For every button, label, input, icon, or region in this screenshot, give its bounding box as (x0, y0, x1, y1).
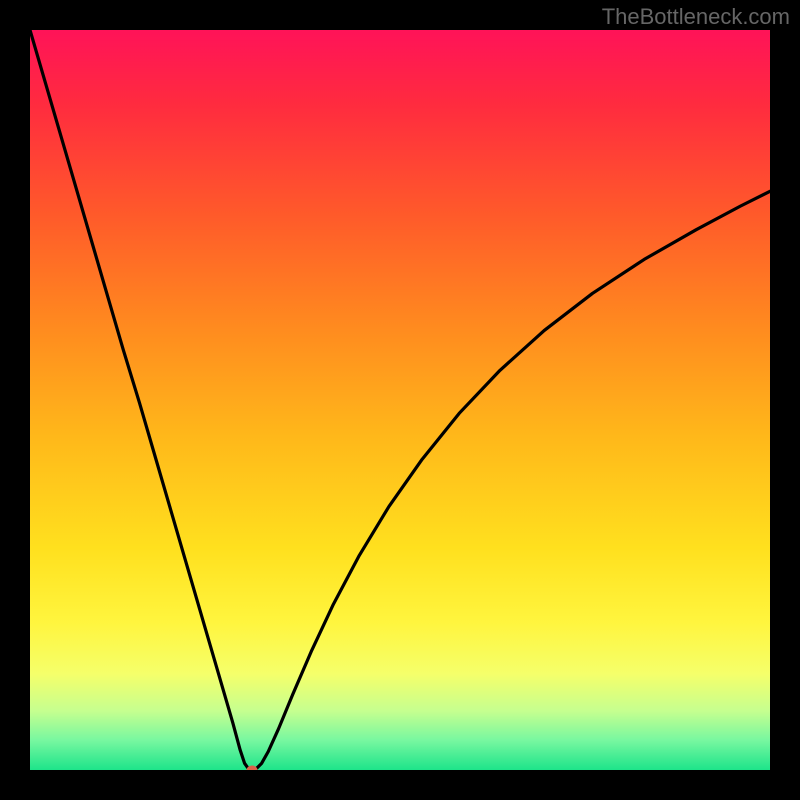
chart-background (30, 30, 770, 770)
plot-area (30, 30, 770, 770)
bottleneck-chart-svg (30, 30, 770, 770)
chart-frame: TheBottleneck.com (0, 0, 800, 800)
watermark-text: TheBottleneck.com (602, 4, 790, 30)
